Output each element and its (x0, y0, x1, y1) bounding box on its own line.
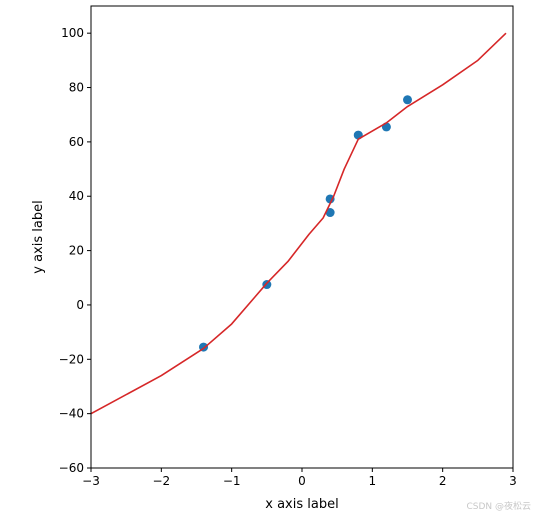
plot-frame (90, 5, 514, 469)
y-tick-label: −40 (59, 407, 84, 421)
scatter-point (325, 208, 335, 218)
y-tick-label: 80 (69, 81, 84, 95)
x-tick-label: 2 (439, 474, 447, 488)
x-axis-label: x axis label (265, 497, 338, 512)
y-tick-label: 60 (69, 135, 84, 149)
x-tick-label: −3 (82, 474, 100, 488)
x-tick-label: −2 (152, 474, 170, 488)
x-tick-label: −1 (223, 474, 241, 488)
y-axis: −60 −40 −20 0 20 40 60 80 100 (59, 26, 91, 475)
scatter-point (403, 95, 412, 105)
y-tick-label: 100 (61, 26, 84, 40)
y-tick-label: 20 (69, 244, 84, 258)
watermark: CSDN @夜松云 (466, 502, 531, 512)
y-tick-label: −20 (59, 352, 84, 366)
y-tick-label: 40 (69, 189, 84, 203)
x-tick-label: 0 (298, 474, 306, 488)
y-tick-label: −60 (59, 461, 84, 475)
plot-marks (91, 32, 507, 415)
x-tick-label: 1 (369, 474, 377, 488)
x-axis: −3 −2 −1 0 1 2 3 (82, 468, 517, 488)
y-axis-label: y axis label (31, 200, 46, 273)
x-tick-label: 3 (509, 474, 517, 488)
scatter-point (325, 194, 335, 204)
fit-line (91, 32, 507, 415)
y-tick-label: 0 (76, 298, 84, 312)
